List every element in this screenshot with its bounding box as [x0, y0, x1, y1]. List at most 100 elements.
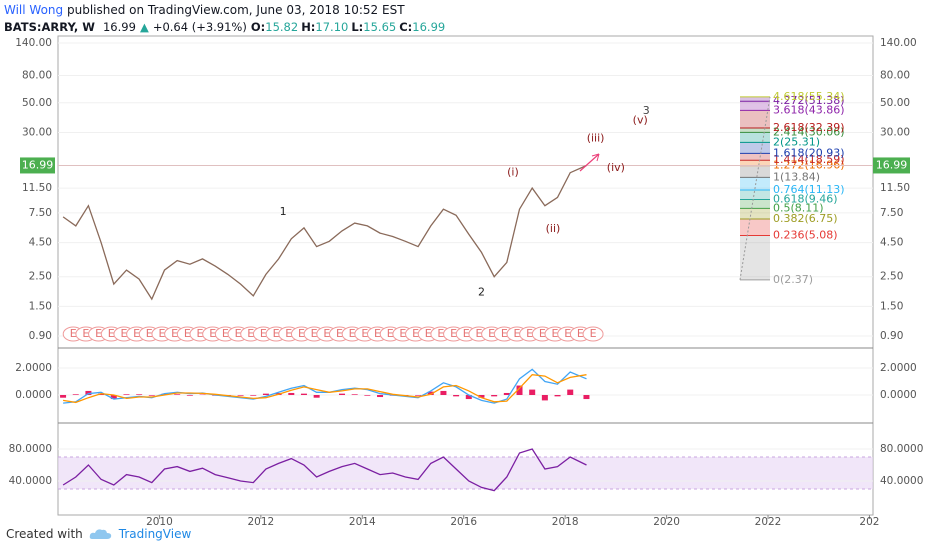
- x-tick-label: 2016: [450, 516, 477, 525]
- earnings-label: E: [501, 327, 508, 340]
- wave-label: 1: [280, 205, 287, 218]
- ohlc-value: 16.99: [412, 20, 446, 34]
- arrow: ▲: [139, 20, 149, 34]
- histogram-bar: [136, 394, 143, 395]
- x-tick-label: 2020: [653, 516, 680, 525]
- fib-zone: [740, 199, 770, 209]
- x-tick-label: 2022: [755, 516, 782, 525]
- histogram-bar: [478, 395, 485, 398]
- arrow-head: [591, 153, 600, 162]
- x-tick-label: 2014: [349, 516, 376, 525]
- last-price-label: 16.99: [876, 158, 908, 171]
- y-tick-label: 2.50: [29, 271, 52, 283]
- series-line: [62, 164, 587, 301]
- y-tick-label: 0.90: [880, 330, 903, 342]
- projection-arrow: [579, 153, 600, 172]
- histogram-bar: [554, 395, 561, 397]
- y-tick-label: 1.50: [29, 300, 52, 312]
- earnings-label: E: [171, 327, 178, 340]
- fib-label: 1.618(20.93): [773, 146, 845, 159]
- y-tick-label: 1.50: [880, 300, 903, 312]
- y-tick-label: 2.50: [880, 271, 903, 283]
- ohlc-label: O:: [250, 20, 266, 34]
- fib-label: 4.272(51.38): [773, 94, 845, 107]
- wave-label: (i): [507, 166, 519, 179]
- earnings-label: E: [158, 327, 165, 340]
- fib-zone: [740, 219, 770, 236]
- earnings-label: E: [323, 327, 330, 340]
- y-tick-label: 7.50: [29, 207, 52, 219]
- histogram-bar: [98, 393, 105, 395]
- earnings-label: E: [387, 327, 394, 340]
- earnings-label: E: [463, 327, 470, 340]
- earnings-label: E: [133, 327, 140, 340]
- fib-zone: [740, 165, 770, 178]
- earnings-label: E: [95, 327, 102, 340]
- earnings-label: E: [590, 327, 597, 340]
- histogram-bar: [516, 385, 523, 395]
- earnings-label: E: [120, 327, 127, 340]
- fib-zone: [740, 190, 770, 200]
- earnings-label: E: [298, 327, 305, 340]
- fib-label: 0.382(6.75): [773, 212, 838, 225]
- histogram-bar: [491, 395, 498, 397]
- rsi-band: [58, 457, 873, 489]
- earnings-label: E: [539, 327, 546, 340]
- ohlc-value: 15.82: [265, 20, 299, 34]
- histogram-bar: [503, 392, 510, 395]
- histogram-bar: [110, 395, 117, 400]
- x-tick-label: 2018: [552, 516, 579, 525]
- histogram-bar: [567, 389, 574, 395]
- y-tick-label: 140.00: [880, 37, 917, 49]
- y-tick-label: 40.0000: [880, 475, 923, 487]
- brand[interactable]: TradingView: [118, 527, 192, 541]
- wave-label: (iv): [607, 161, 625, 174]
- histogram-bar: [465, 395, 472, 400]
- fib-zone: [740, 235, 770, 280]
- price: 16.99: [102, 20, 136, 34]
- fib-label: 3.618(43.86): [773, 103, 845, 116]
- fib-label: 4.618(55.34): [773, 90, 845, 103]
- histogram-bar: [60, 395, 67, 398]
- earnings-label: E: [513, 327, 520, 340]
- ohlc-label: H:: [301, 20, 316, 34]
- last-price-tag: [873, 157, 910, 174]
- earnings-label: E: [209, 327, 216, 340]
- fib-label: 2(25.31): [773, 135, 820, 148]
- earnings-label: E: [260, 327, 267, 340]
- histogram-bar: [415, 395, 422, 396]
- histogram-bar: [262, 393, 269, 395]
- y-tick-label: 50.00: [22, 97, 52, 109]
- earnings-label: E: [222, 327, 229, 340]
- histogram-bar: [541, 395, 548, 401]
- y-tick-label: 0.90: [29, 330, 52, 342]
- earnings-label: E: [577, 327, 584, 340]
- published: published on TradingView.com, June 03, 2…: [66, 3, 405, 17]
- histogram-bar: [339, 393, 346, 395]
- y-tick-label: 7.50: [880, 207, 903, 219]
- y-tick-label: 80.00: [880, 70, 910, 82]
- fib-label: 1.414(18.59): [773, 153, 845, 166]
- earnings-label: E: [475, 327, 482, 340]
- histogram-bar: [148, 395, 155, 396]
- histogram-bar: [529, 389, 536, 395]
- fib-trend: [739, 96, 771, 280]
- x-tick-label: 2012: [247, 516, 274, 525]
- histogram-bar: [123, 394, 130, 395]
- y-tick-label: 80.0000: [9, 443, 52, 455]
- x-tick-label: 202: [859, 516, 879, 525]
- y-tick-label: 80.0000: [880, 443, 923, 455]
- quote-line: BATS:ARRY, W 16.99 ▲ +0.64 (+3.91%) O:15…: [4, 19, 448, 36]
- histogram-bar: [364, 395, 371, 396]
- histogram-bar: [186, 395, 193, 396]
- earnings-label: E: [82, 327, 89, 340]
- histogram-bar: [72, 394, 79, 395]
- fib-label: 2.618(32.39): [773, 121, 845, 134]
- fib-zone: [740, 160, 770, 166]
- ohlc-value: 15.65: [363, 20, 397, 34]
- histogram-bar: [313, 395, 320, 398]
- fib-label: 0.618(9.46): [773, 192, 838, 205]
- y-tick-label: 30.00: [22, 126, 52, 138]
- author[interactable]: Will Wong: [4, 3, 64, 17]
- histogram-bar: [237, 395, 244, 396]
